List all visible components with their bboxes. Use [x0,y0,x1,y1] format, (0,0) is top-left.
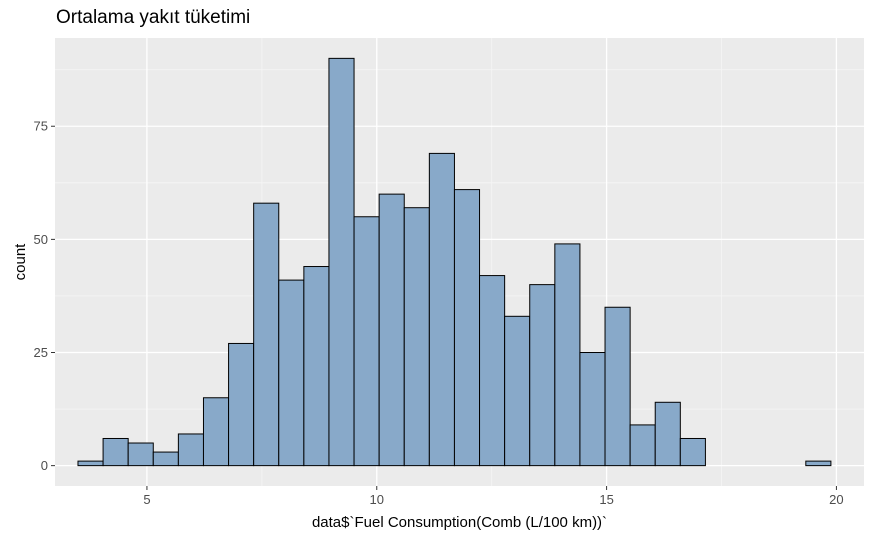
histogram-bar [202,397,230,467]
x-axis-title: data$`Fuel Consumption(Comb (L/100 km))` [312,514,607,531]
y-tick-label: 0 [41,458,48,473]
histogram-bar [579,352,606,467]
histogram-bar [278,279,305,467]
y-tick-label: 50 [34,232,48,247]
histogram-bar [529,284,556,467]
y-tick-label: 75 [34,119,48,134]
histogram-bar [654,401,681,467]
histogram-bar [77,460,104,467]
x-axis-ticks: 5 10 15 20 [143,486,844,507]
histogram-bar [805,460,832,467]
histogram-bar [604,306,631,467]
histogram-bar [328,57,355,467]
x-tick-label: 5 [143,492,150,507]
histogram-bar [428,152,455,467]
histogram-bar [152,451,179,467]
histogram-bar [554,243,581,467]
histogram-bar [378,193,405,467]
histogram-bar [303,266,330,467]
histogram-bar [504,315,531,467]
histogram-bar [453,189,481,467]
x-tick-label: 10 [370,492,384,507]
histogram-bar [629,424,656,467]
histogram-bar [353,216,380,467]
x-tick-label: 20 [829,492,843,507]
histogram-bar [479,275,506,467]
histogram-bar [177,433,204,467]
y-axis-title: count [12,243,29,281]
histogram-bar [679,437,706,467]
chart-title: Ortalama yakıt tüketimi [56,7,251,28]
y-axis-ticks: 0 25 50 75 [34,119,55,473]
histogram-bar [403,207,430,467]
y-tick-label: 25 [34,345,48,360]
histogram-bar [228,342,255,467]
bars [77,57,832,467]
x-tick-label: 15 [599,492,613,507]
histogram-bar [127,442,154,467]
histogram-bar [253,202,280,467]
histogram-bar [102,437,129,467]
